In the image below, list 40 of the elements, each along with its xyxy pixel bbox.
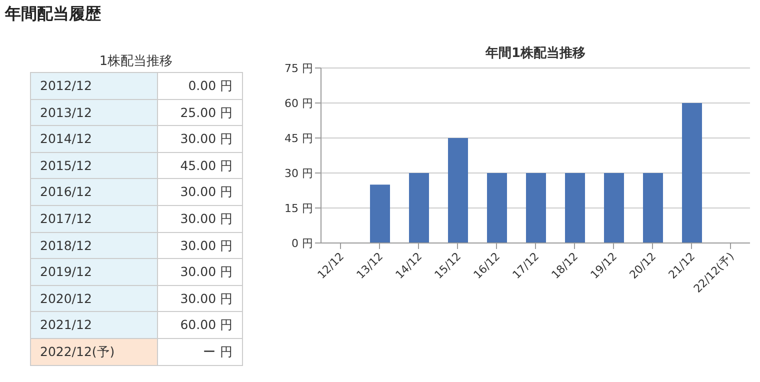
- bar: [643, 173, 663, 243]
- text: 25.00 円: [180, 104, 233, 120]
- text: 60.00 円: [180, 317, 233, 332]
- category-label: 2013/12: [31, 100, 158, 126]
- text: 年間配当履歴: [5, 4, 101, 25]
- category-label: 2021/12: [31, 312, 158, 338]
- text: 30.00 円: [180, 131, 233, 146]
- y-tick-label: 75 円: [284, 62, 313, 75]
- bar: [565, 173, 585, 243]
- text: 30.00 円: [180, 238, 233, 253]
- text: 30.00 円: [180, 290, 233, 306]
- text: 30.00 円: [180, 210, 233, 226]
- bar: [448, 138, 468, 243]
- category-label: 2018/12: [31, 232, 158, 258]
- y-tick-label: 15 円: [284, 202, 313, 215]
- category-label: 2022/12(予): [31, 338, 158, 365]
- category-label: 2016/12: [31, 179, 158, 205]
- y-tick-label: 60 円: [284, 96, 313, 110]
- category-label: 2012/12: [31, 73, 158, 99]
- y-tick-label: 45 円: [284, 132, 313, 145]
- text: ー 円: [203, 344, 233, 359]
- bar: [526, 173, 546, 243]
- bar: [487, 173, 507, 243]
- bar: [682, 103, 702, 243]
- text: 45.00 円: [180, 158, 233, 173]
- category-label: 2017/12: [31, 206, 158, 232]
- text: 30.00 円: [180, 184, 233, 200]
- chart-title: 年間1株配当推移: [484, 45, 587, 62]
- bar: [409, 173, 429, 243]
- bar: [604, 173, 624, 243]
- text: 1株配当推移: [98, 53, 174, 70]
- text: 30.00 円: [180, 264, 233, 280]
- y-tick-label: 0 円: [292, 236, 313, 250]
- y-tick-label: 30 円: [284, 166, 313, 180]
- category-label: 2020/12: [31, 286, 158, 312]
- category-label: 2019/12: [31, 259, 158, 285]
- category-label: 2015/12: [31, 152, 158, 178]
- bar: [370, 184, 390, 243]
- category-label: 2014/12: [31, 126, 158, 152]
- text: 0.00 円: [188, 78, 233, 93]
